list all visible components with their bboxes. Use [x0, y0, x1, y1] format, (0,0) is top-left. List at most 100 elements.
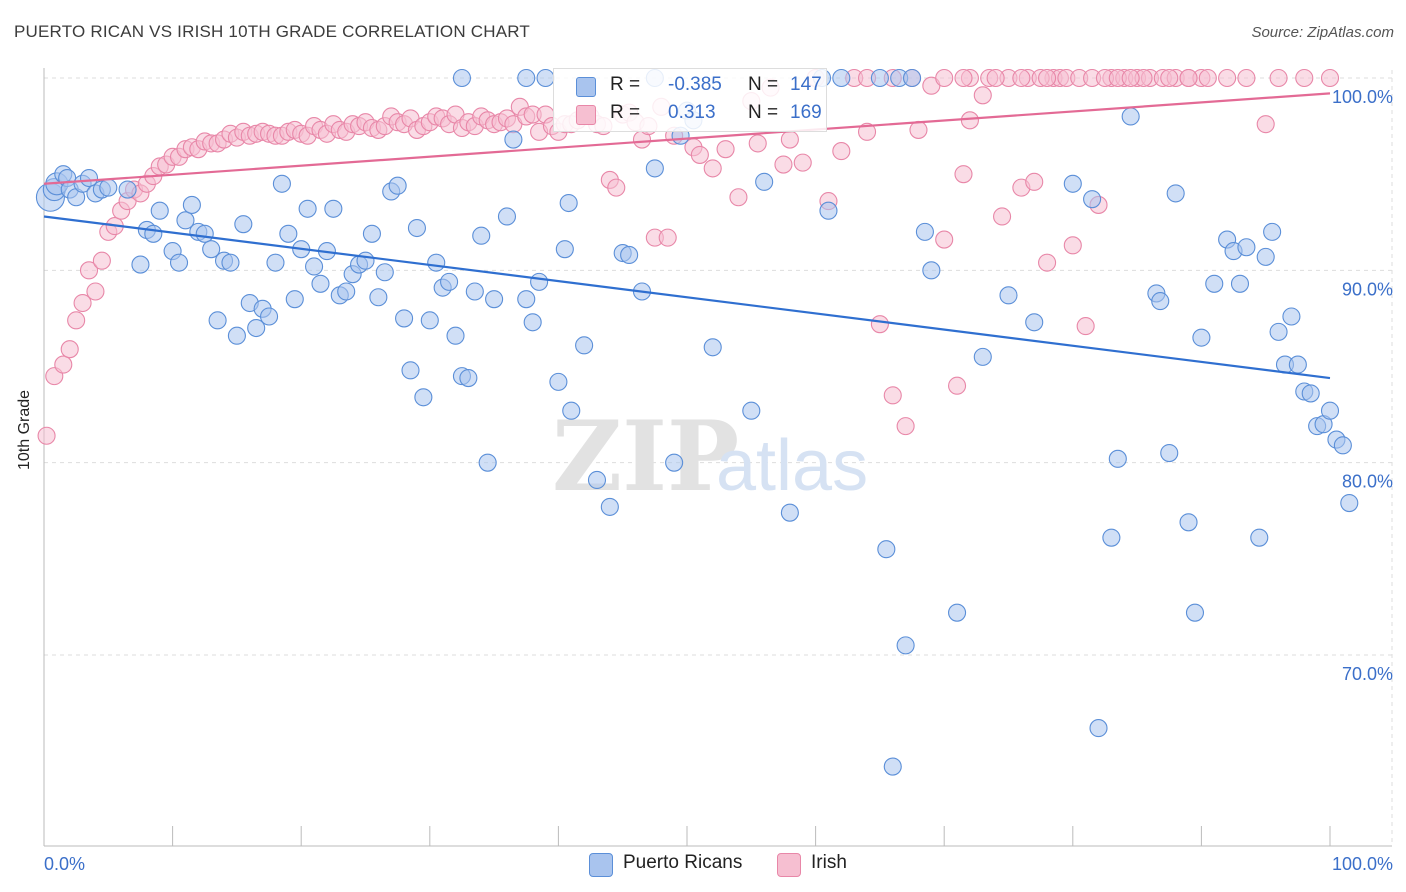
irish-point: [973, 86, 992, 105]
irish-point: [1295, 68, 1314, 88]
puerto-ricans-point: [1256, 247, 1275, 266]
n-value: 169: [790, 102, 822, 123]
puerto-ricans-point: [221, 253, 240, 272]
irish-point: [73, 293, 92, 313]
x-tick-label-min: 0.0%: [44, 854, 85, 874]
puerto-ricans-point: [915, 222, 934, 241]
puerto-ricans-point: [877, 540, 896, 559]
irish-point: [67, 311, 86, 330]
puerto-ricans-point: [1063, 174, 1082, 193]
legend-swatch-pink: [777, 853, 801, 877]
irish-point: [79, 261, 99, 280]
irish-point: [1012, 68, 1031, 88]
irish-point: [716, 140, 735, 159]
irish-point: [883, 386, 902, 405]
puerto-ricans-point: [195, 224, 214, 243]
puerto-ricans-point: [999, 286, 1018, 305]
puerto-ricans-point: [1179, 513, 1198, 532]
puerto-ricans-point: [356, 251, 375, 270]
irish-point: [870, 315, 889, 334]
puerto-ricans-point: [600, 497, 619, 516]
puerto-ricans-point: [883, 757, 902, 776]
puerto-ricans-point: [388, 176, 407, 195]
watermark-atlas: atlas: [716, 426, 868, 506]
puerto-ricans-point: [118, 180, 137, 199]
puerto-ricans-point: [620, 245, 639, 264]
irish-point: [1038, 68, 1057, 88]
puerto-ricans-swatch: [576, 77, 596, 97]
puerto-ricans-point: [1263, 222, 1282, 241]
puerto-ricans-point: [1288, 355, 1307, 374]
puerto-ricans-point: [922, 261, 941, 280]
puerto-ricans-point: [549, 372, 568, 391]
puerto-ricans-point: [131, 255, 150, 274]
puerto-ricans-point: [324, 199, 343, 218]
irish-point: [1025, 172, 1044, 191]
puerto-ricans-point: [1108, 449, 1127, 468]
puerto-ricans-point: [1192, 328, 1211, 347]
irish-point: [986, 68, 1005, 88]
puerto-ricans-point: [1301, 384, 1320, 403]
puerto-ricans-point: [369, 288, 388, 307]
irish-point: [774, 155, 793, 174]
puerto-ricans-point: [1250, 528, 1269, 547]
irish-point: [896, 417, 915, 436]
puerto-ricans-point: [902, 68, 922, 88]
puerto-ricans-point: [536, 68, 555, 88]
irish-point: [1063, 236, 1082, 255]
stats-box: R = -0.385 N = 147 R = 0.313 N = 169: [553, 68, 827, 132]
y-tick-label: 70.0%: [1342, 664, 1393, 684]
n-label: N =: [748, 74, 779, 95]
source-label: Source: ZipAtlas.com: [1251, 24, 1394, 41]
puerto-ricans-point: [1230, 274, 1250, 293]
irish-point: [92, 251, 111, 270]
puerto-ricans-point: [523, 313, 542, 332]
puerto-ricans-point: [1083, 190, 1102, 209]
puerto-ricans-point: [485, 290, 504, 309]
irish-point: [1160, 68, 1179, 88]
r-value: -0.385: [668, 74, 722, 95]
puerto-ricans-point: [311, 274, 330, 293]
irish-point: [935, 68, 954, 88]
puerto-ricans-point: [99, 178, 118, 197]
puerto-ricans-point: [973, 347, 992, 366]
irish-point: [1038, 253, 1057, 272]
puerto-ricans-point: [472, 226, 491, 245]
irish-point: [935, 230, 954, 249]
irish-point: [960, 111, 979, 130]
irish-point: [1179, 68, 1198, 88]
irish-point: [857, 122, 877, 141]
puerto-ricans-point: [1089, 719, 1108, 738]
puerto-ricans-point: [948, 603, 967, 622]
puerto-ricans-point: [362, 224, 381, 243]
irish-point: [793, 153, 812, 172]
puerto-ricans-point: [375, 263, 394, 282]
puerto-ricans-point: [562, 401, 581, 420]
irish-point: [1237, 68, 1256, 88]
puerto-ricans-point: [285, 290, 304, 309]
puerto-ricans-point: [298, 199, 317, 218]
trend-lines: [43, 92, 1331, 380]
puerto-ricans-point: [259, 307, 279, 326]
r-label: R =: [610, 102, 641, 123]
puerto-ricans-point: [420, 311, 439, 330]
puerto-ricans-point: [208, 311, 227, 330]
y-tick-label: 80.0%: [1342, 472, 1393, 492]
puerto-ricans-point: [465, 282, 484, 301]
r-value: 0.313: [668, 102, 716, 123]
puerto-ricans-point: [497, 207, 517, 226]
irish-point: [993, 207, 1012, 226]
legend-label-irish: Irish: [811, 852, 847, 873]
puerto-ricans-point: [587, 470, 607, 490]
puerto-ricans-point: [79, 168, 99, 188]
puerto-ricans-point: [1205, 274, 1224, 293]
puerto-ricans-point: [401, 361, 420, 380]
irish-point: [948, 376, 967, 395]
irish-point: [780, 130, 799, 149]
puerto-ricans-point: [755, 172, 774, 191]
irish-point: [37, 426, 56, 445]
puerto-ricans-point: [440, 272, 459, 291]
puerto-ricans-point: [337, 282, 356, 301]
puerto-ricans-point: [1185, 603, 1205, 622]
puerto-ricans-point: [780, 503, 799, 522]
